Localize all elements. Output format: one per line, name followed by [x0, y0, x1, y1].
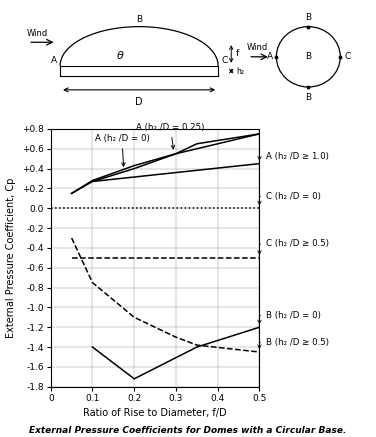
Text: B (h₂ /D ≥ 0.5): B (h₂ /D ≥ 0.5): [258, 338, 329, 348]
Text: Wind: Wind: [246, 43, 268, 52]
Text: B (h₂ /D = 0): B (h₂ /D = 0): [258, 311, 321, 323]
Text: B: B: [305, 14, 311, 22]
Text: f: f: [236, 49, 240, 59]
Text: C: C: [344, 52, 350, 61]
Y-axis label: External Pressure Coefficient, Cp: External Pressure Coefficient, Cp: [6, 178, 17, 338]
Text: A (h₂ /D = 0.25): A (h₂ /D = 0.25): [136, 123, 205, 149]
Text: A: A: [51, 56, 57, 65]
X-axis label: Ratio of Rise to Diameter, f/D: Ratio of Rise to Diameter, f/D: [83, 408, 227, 418]
Text: A: A: [267, 52, 273, 61]
Text: B: B: [136, 15, 142, 24]
Text: External Pressure Coefficients for Domes with a Circular Base.: External Pressure Coefficients for Domes…: [29, 426, 347, 435]
Text: A (h₂ /D ≥ 1.0): A (h₂ /D ≥ 1.0): [258, 152, 329, 161]
Text: B: B: [305, 52, 311, 61]
Text: h₂: h₂: [236, 66, 244, 76]
Text: B: B: [305, 94, 311, 102]
Text: θ: θ: [117, 51, 123, 61]
Text: C: C: [221, 56, 227, 65]
Text: C (h₂ /D = 0): C (h₂ /D = 0): [258, 192, 321, 205]
Text: D: D: [135, 97, 143, 107]
Text: C (h₂ /D ≥ 0.5): C (h₂ /D ≥ 0.5): [258, 239, 329, 254]
Text: Wind: Wind: [26, 29, 48, 38]
Text: A (h₂ /D = 0): A (h₂ /D = 0): [95, 134, 149, 166]
